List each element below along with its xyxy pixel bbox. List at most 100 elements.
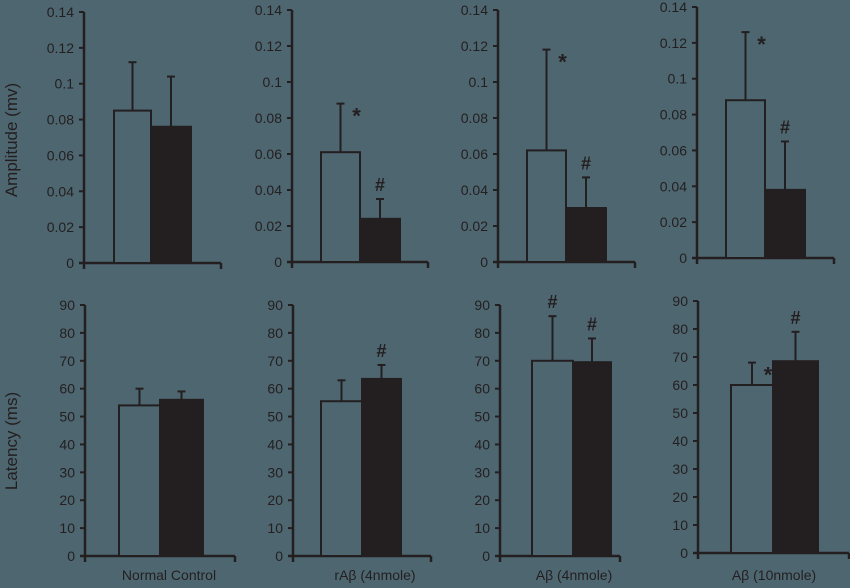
y-tick-label: 40 <box>672 433 688 449</box>
significance-hash: # <box>547 292 557 312</box>
y-tick-label: 0.06 <box>255 146 282 162</box>
x-label-ab-10nmole: Aβ (10nmole) <box>731 567 817 583</box>
y-tick-label: 10 <box>59 520 75 536</box>
y-tick-label: 0 <box>480 254 488 270</box>
y-tick-label: 80 <box>474 325 490 341</box>
y-tick-label: 0 <box>680 545 688 561</box>
open-bar <box>320 151 361 263</box>
y-tick-label: 0.04 <box>461 182 488 198</box>
y-tick-label: 0.08 <box>255 110 282 126</box>
filled-bar <box>150 125 192 264</box>
filled-bar <box>572 361 612 557</box>
filled-bar <box>359 217 401 264</box>
y-tick-label: 50 <box>59 409 75 425</box>
y-tick-label: 90 <box>267 297 283 313</box>
y-tick-label: 30 <box>474 464 490 480</box>
filled-bar <box>159 398 204 558</box>
y-tick-label: 0.1 <box>263 74 283 90</box>
significance-hash: # <box>790 308 800 328</box>
y-tick-label: 0.12 <box>461 38 488 54</box>
y-tick-label: 80 <box>672 321 688 337</box>
y-tick-label: 0.1 <box>469 74 489 90</box>
y-tick-label: 0.08 <box>461 110 488 126</box>
x-label-rab-4nmole: rAβ (4nmole) <box>334 567 416 583</box>
y-tick-label: 60 <box>267 381 283 397</box>
y-tick-label: 0.12 <box>660 35 687 51</box>
y-tick-label: 0 <box>482 548 490 564</box>
y-tick-label: 60 <box>59 381 75 397</box>
y-tick-label: 0 <box>274 254 282 270</box>
y-tick-label: 0.06 <box>461 146 488 162</box>
y-tick-label: 40 <box>267 436 283 452</box>
filled-bar <box>764 188 806 259</box>
significance-star: * <box>757 32 766 57</box>
significance-star: * <box>764 363 773 388</box>
open-bar <box>725 99 766 259</box>
y-tick-label: 0.02 <box>461 218 488 234</box>
open-bar <box>113 109 152 264</box>
y-tick-label: 0.14 <box>47 4 74 20</box>
y-tick-label: 10 <box>474 520 490 536</box>
significance-hash: # <box>375 175 385 195</box>
y-tick-label: 50 <box>474 409 490 425</box>
y-tick-label: 0.02 <box>255 218 282 234</box>
significance-star: * <box>352 104 361 129</box>
y-tick-label: 0.04 <box>255 182 282 198</box>
y-tick-label: 60 <box>672 377 688 393</box>
y-tick-label: 0.02 <box>47 219 74 235</box>
filled-bar <box>361 377 402 557</box>
x-label-ab-4nmole: Aβ (4nmole) <box>535 567 613 583</box>
y-tick-label: 90 <box>672 293 688 309</box>
significance-hash: # <box>780 117 790 137</box>
y-tick-label: 0.14 <box>461 2 488 18</box>
y-tick-label: 0.06 <box>47 147 74 163</box>
filled-bar <box>772 360 819 555</box>
y-tick-label: 20 <box>474 492 490 508</box>
y-tick-label: 30 <box>267 464 283 480</box>
y-tick-label: 0 <box>66 255 74 271</box>
significance-hash: # <box>587 314 597 334</box>
y-tick-label: 80 <box>59 325 75 341</box>
y-tick-label: 50 <box>267 409 283 425</box>
y-tick-label: 0.04 <box>47 183 74 199</box>
y-tick-label: 40 <box>474 436 490 452</box>
y-tick-label: 0.02 <box>660 214 687 230</box>
y-tick-label: 0.06 <box>660 142 687 158</box>
y-tick-label: 90 <box>59 297 75 313</box>
y-tick-label: 0.12 <box>255 38 282 54</box>
y-tick-label: 0.1 <box>668 71 688 87</box>
significance-hash: # <box>581 153 591 173</box>
y-tick-label: 10 <box>672 517 688 533</box>
y-tick-label: 50 <box>672 405 688 421</box>
y-tick-label: 0 <box>679 250 687 266</box>
y-tick-label: 70 <box>474 353 490 369</box>
y-tick-label: 30 <box>59 464 75 480</box>
open-bar <box>526 149 567 263</box>
open-bar <box>320 400 363 558</box>
y-tick-label: 0.08 <box>47 112 74 128</box>
y-tick-label: 70 <box>267 353 283 369</box>
y-tick-label: 90 <box>474 297 490 313</box>
y-tick-label: 80 <box>267 325 283 341</box>
x-label-normal-control: Normal Control <box>121 567 217 583</box>
open-bar <box>730 384 774 554</box>
y-tick-label: 70 <box>59 353 75 369</box>
open-bar <box>531 359 574 557</box>
y-tick-label: 60 <box>474 381 490 397</box>
y-tick-label: 20 <box>267 492 283 508</box>
open-bar <box>118 404 161 557</box>
y-tick-label: 0.12 <box>47 40 74 56</box>
y-tick-label: 20 <box>672 489 688 505</box>
y-tick-label: 0.08 <box>660 107 687 123</box>
y-tick-label: 0.14 <box>660 0 687 15</box>
y-tick-label: 0 <box>275 548 283 564</box>
y-tick-label: 40 <box>59 436 75 452</box>
y-tick-label: 0.14 <box>255 2 282 18</box>
y-tick-label: 10 <box>267 520 283 536</box>
significance-hash: # <box>376 341 386 361</box>
y-tick-label: 20 <box>59 492 75 508</box>
y-tick-label: 0 <box>67 548 75 564</box>
y-tick-label: 0.04 <box>660 178 687 194</box>
significance-star: * <box>558 50 567 75</box>
y-tick-label: 0.1 <box>55 76 75 92</box>
